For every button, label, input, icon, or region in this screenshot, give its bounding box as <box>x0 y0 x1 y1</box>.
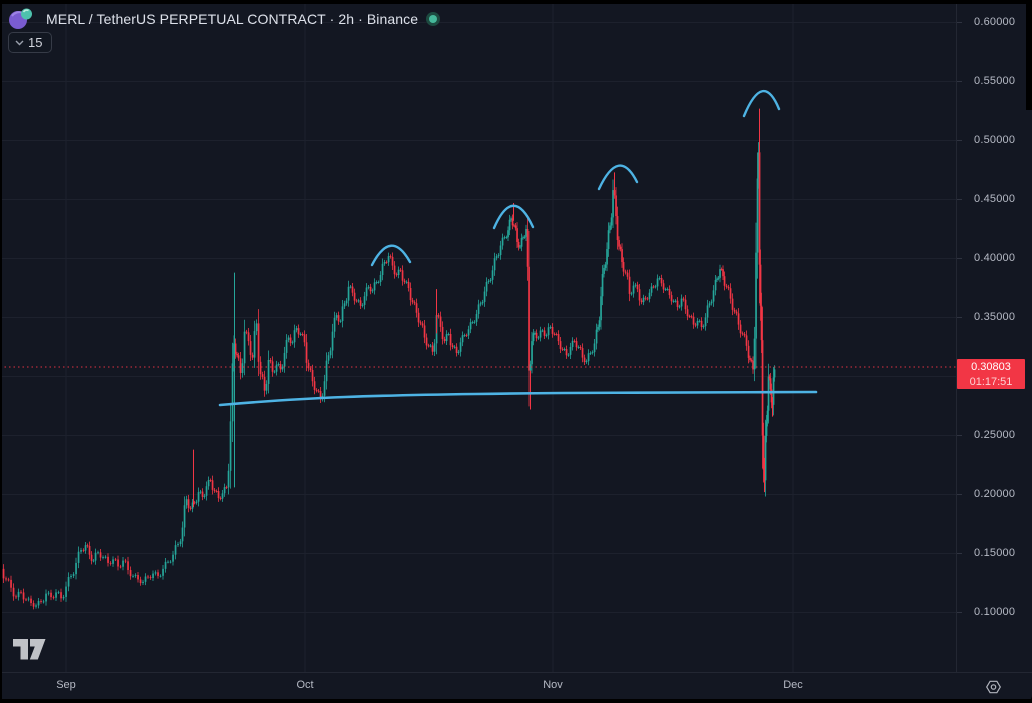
time-tick-label: Oct <box>296 679 314 691</box>
price-scale-settings-icon[interactable] <box>984 678 1003 697</box>
last-price-value: 0.30803 <box>971 360 1011 373</box>
price-tick-label: 0.15000 <box>974 546 1016 559</box>
price-tick-label: 0.20000 <box>974 487 1016 500</box>
market-status-green-dot <box>426 12 441 26</box>
letterbox-left <box>0 0 2 703</box>
arc-drawing[interactable] <box>742 89 781 118</box>
grid-lines <box>0 4 962 672</box>
symbol-header[interactable]: MERL / TetherUS PERPETUAL CONTRACT · 2h … <box>8 8 441 30</box>
drawings-layer[interactable] <box>218 89 818 407</box>
time-tick-label: Sep <box>56 679 76 691</box>
arc-drawing[interactable] <box>492 204 535 230</box>
chevron-down-icon <box>15 40 24 45</box>
arc-drawing[interactable] <box>370 244 412 267</box>
merl-token-icon <box>9 8 32 29</box>
last-price-countdown-label: 0.30803 01:17:51 <box>957 359 1025 390</box>
price-tick-label: 0.35000 <box>974 310 1016 323</box>
price-tick-label: 0.55000 <box>974 74 1016 87</box>
trendline-drawing[interactable] <box>218 390 818 407</box>
candlestick-series[interactable] <box>2 108 776 610</box>
interval-quick-label: 15 <box>28 35 43 50</box>
price-tick-label: 0.10000 <box>974 605 1016 618</box>
arc-drawing[interactable] <box>597 164 639 191</box>
price-tick-label: 0.50000 <box>974 133 1016 146</box>
price-tick-label: 0.25000 <box>974 428 1016 441</box>
symbol-title[interactable]: MERL / TetherUS PERPETUAL CONTRACT · 2h … <box>46 11 419 27</box>
price-tick-label: 0.60000 <box>974 15 1016 28</box>
price-scale[interactable] <box>956 4 1032 672</box>
price-tick-label: 0.40000 <box>974 251 1016 264</box>
letterbox-top <box>0 0 1032 4</box>
tradingview-logo[interactable] <box>13 639 46 660</box>
bar-countdown: 01:17:51 <box>969 375 1013 388</box>
letterbox-bottom <box>0 699 1032 703</box>
price-tick-label: 0.45000 <box>974 192 1016 205</box>
time-tick-label: Nov <box>543 679 563 691</box>
letterbox-right <box>1026 0 1032 110</box>
time-tick-label: Dec <box>783 679 803 691</box>
time-scale[interactable] <box>0 672 1032 699</box>
interval-quick-button[interactable]: 15 <box>8 32 53 53</box>
